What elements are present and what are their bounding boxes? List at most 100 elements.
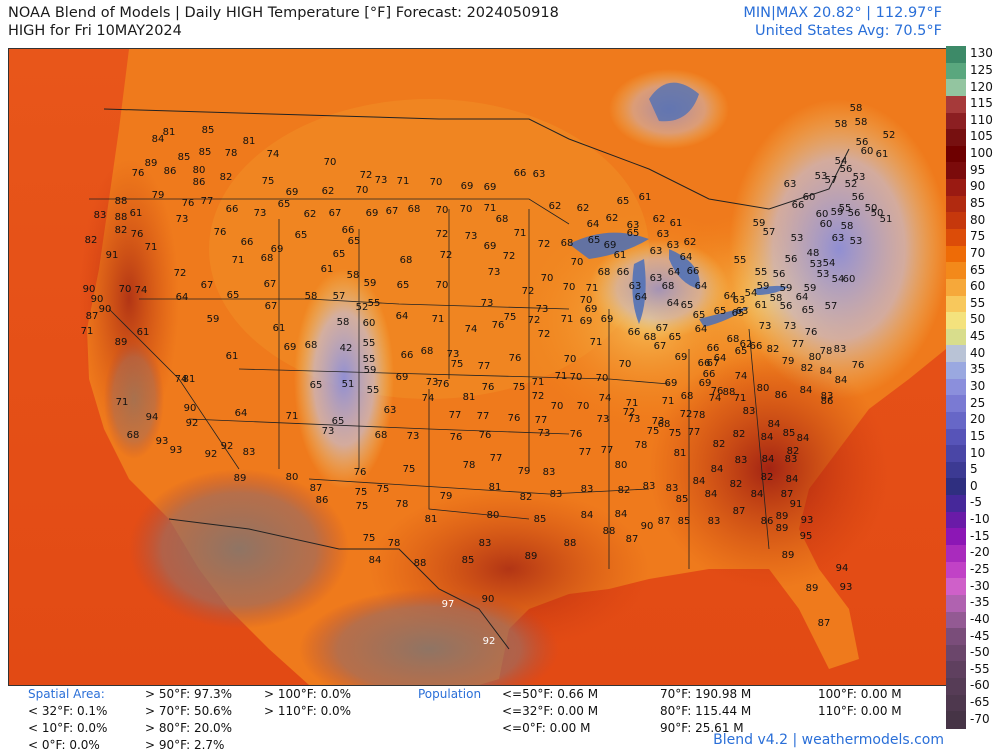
temp-label: 65 <box>333 249 346 260</box>
temp-label: 87 <box>626 534 639 545</box>
temp-label: 62 <box>740 339 753 350</box>
temp-label: 80 <box>286 472 299 483</box>
temp-label: 85 <box>676 494 689 505</box>
temp-label: 51 <box>342 379 355 390</box>
temp-label: 88 <box>414 558 427 569</box>
temp-label: 74 <box>735 371 748 382</box>
color-scale-tick-label: -25 <box>970 561 990 576</box>
temp-label: 65 <box>802 305 815 316</box>
temp-label: 70 <box>436 205 449 216</box>
temp-label: 83 <box>581 484 594 495</box>
temp-label: 73 <box>447 349 460 360</box>
temp-label: 84 <box>761 432 774 443</box>
state-borders <box>89 198 770 569</box>
temp-label: 81 <box>463 392 476 403</box>
color-scale-swatch <box>946 162 966 181</box>
temp-label: 66 <box>750 341 763 352</box>
temp-label: 66 <box>226 204 239 215</box>
desert-valley <box>104 339 164 459</box>
temp-label: 81 <box>674 448 687 459</box>
temp-label: 65 <box>588 235 601 246</box>
temp-label: 66 <box>514 168 527 179</box>
temp-label: 65 <box>348 236 361 247</box>
color-scale-tick-label: 25 <box>970 395 986 410</box>
cool-great-lakes <box>589 239 729 339</box>
temp-label: 66 <box>698 358 711 369</box>
color-scale-tick-label: 55 <box>970 295 986 310</box>
temp-label: 73 <box>254 208 267 219</box>
color-scale-bar <box>946 46 966 729</box>
temp-label: 68 <box>421 346 434 357</box>
temp-label: 59 <box>831 207 844 218</box>
brand-credit[interactable]: Blend v4.2 | weathermodels.com <box>713 732 944 748</box>
temp-label: 58 <box>850 103 863 114</box>
temp-label: 86 <box>761 516 774 527</box>
temp-label: 72 <box>532 391 545 402</box>
temp-label: 56 <box>785 254 798 265</box>
temp-label: 82 <box>730 479 743 490</box>
spatial-area-label: Spatial Area: <box>28 687 105 701</box>
temp-label: 71 <box>116 397 129 408</box>
temp-label: 42 <box>340 343 353 354</box>
temp-label: 72 <box>528 315 541 326</box>
temp-label: 82 <box>115 225 128 236</box>
temp-label: 62 <box>304 209 317 220</box>
temp-label: 81 <box>425 514 438 525</box>
color-scale-tick-label: -60 <box>970 678 990 693</box>
temp-label: 63 <box>832 233 845 244</box>
temp-label: 77 <box>535 415 548 426</box>
temp-label: 60 <box>803 192 816 203</box>
temp-label: 67 <box>265 301 278 312</box>
color-scale-tick-label: -70 <box>970 711 990 726</box>
temp-label: 78 <box>225 148 238 159</box>
temp-label: 88 <box>115 212 128 223</box>
temp-label: 64 <box>695 324 708 335</box>
stat-gt80: > 80°F: 20.0% <box>145 721 233 735</box>
temperature-map: 85 81 84 85 85 78 74 81 89 86 80 86 82 76 79 76 77 88 88 61… <box>8 48 947 686</box>
temp-label: 53 <box>815 171 828 182</box>
temp-label: 76 <box>852 360 865 371</box>
temp-label: 68 <box>496 214 509 225</box>
temp-label: 70 <box>541 273 554 284</box>
pop-90: 90°F: 25.61 M <box>660 721 744 735</box>
color-scale-swatch <box>946 644 966 663</box>
temp-label: 70 <box>119 284 132 295</box>
temp-label: 83 <box>708 516 721 527</box>
temp-label: 89 <box>115 337 128 348</box>
temp-label: 69 <box>366 208 379 219</box>
temp-label: 59 <box>757 281 770 292</box>
temp-label: 61 <box>137 327 150 338</box>
color-scale-tick-label: 100 <box>970 146 993 161</box>
temp-label: 56 <box>852 192 865 203</box>
temp-label: 68 <box>662 281 675 292</box>
color-scale-tick-label: -40 <box>970 611 990 626</box>
temp-label: 71 <box>561 314 574 325</box>
temp-label: 66 <box>687 266 700 277</box>
temp-label: 76 <box>132 168 145 179</box>
temp-label: 73 <box>652 416 665 427</box>
temp-label: 66 <box>628 327 641 338</box>
temp-label: 70 <box>563 282 576 293</box>
cool-northeast <box>729 99 946 399</box>
temp-label: 77 <box>688 427 701 438</box>
stat-gt50: > 50°F: 97.3% <box>145 687 233 701</box>
temp-label: 76 <box>131 229 144 240</box>
temp-label: 68 <box>644 332 657 343</box>
temp-label: 71 <box>555 371 568 382</box>
color-scale-swatch <box>946 495 966 513</box>
temp-label: 65 <box>332 416 345 427</box>
temp-label: 86 <box>821 396 834 407</box>
temp-label: 52 <box>883 130 896 141</box>
temp-label: 69 <box>585 304 598 315</box>
temp-label: 77 <box>449 410 462 421</box>
pop-80: 80°F: 115.44 M <box>660 704 752 718</box>
temp-label: 68 <box>598 267 611 278</box>
temp-label: 71 <box>397 176 410 187</box>
temp-label: 86 <box>164 166 177 177</box>
temp-label: 70 <box>356 185 369 196</box>
temp-label: 75 <box>513 382 526 393</box>
temp-label: 70 <box>460 204 473 215</box>
temp-label: 71 <box>232 255 245 266</box>
temp-label: 69 <box>484 182 497 193</box>
